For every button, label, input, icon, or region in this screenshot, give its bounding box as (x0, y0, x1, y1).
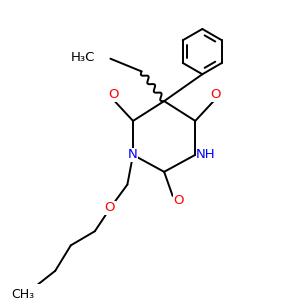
Text: O: O (105, 201, 115, 214)
Text: NH: NH (196, 148, 216, 161)
Text: O: O (174, 194, 184, 207)
Text: N: N (128, 148, 137, 161)
Text: O: O (108, 88, 119, 101)
Text: H₃C: H₃C (70, 51, 95, 64)
Text: CH₃: CH₃ (11, 288, 34, 300)
Text: O: O (210, 88, 220, 101)
